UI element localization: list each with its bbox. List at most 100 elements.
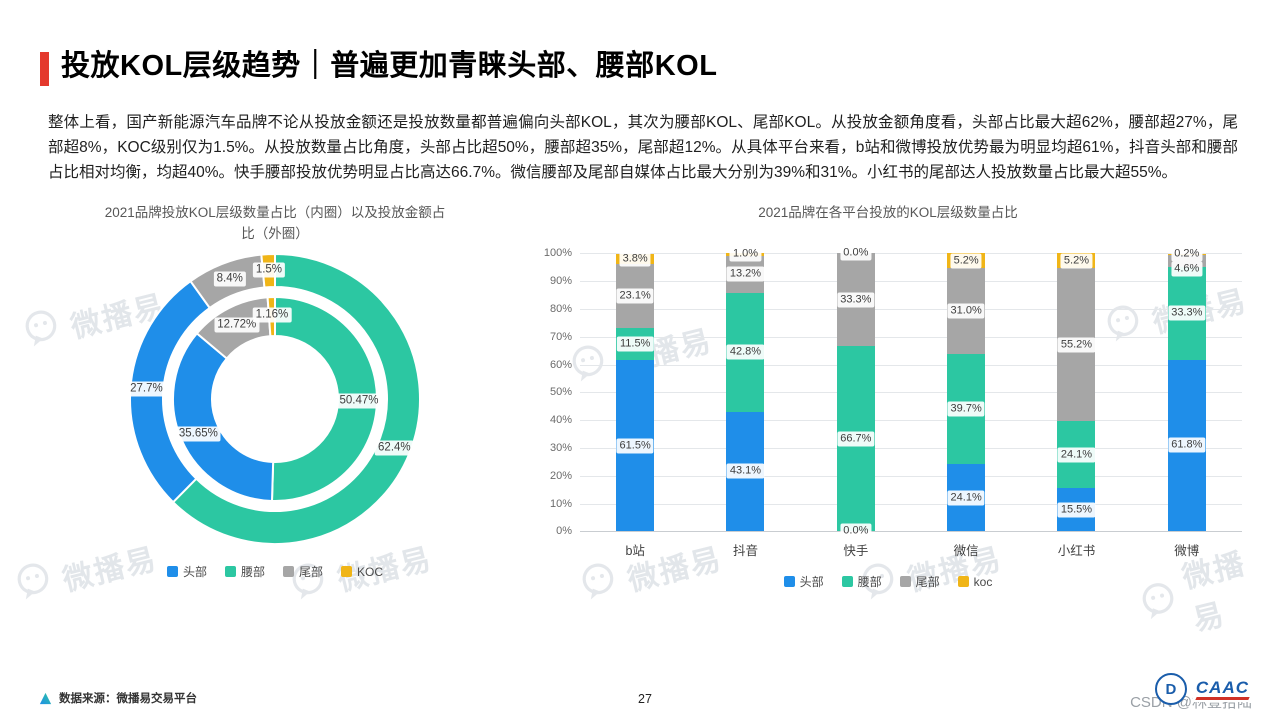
y-tick-label: 20%	[549, 469, 572, 482]
legend-label: 尾部	[299, 565, 324, 580]
data-source: 数据来源：微播易交易平台	[38, 690, 197, 706]
gridline	[580, 281, 1242, 283]
value-label: 1.16%	[252, 307, 292, 323]
value-label: 3.8%	[619, 251, 651, 267]
legend-swatch	[224, 566, 236, 578]
bar-column: 0.2% 4.6% 33.3% 61.8%	[1132, 246, 1242, 532]
gridline	[580, 531, 1242, 533]
y-tick-label: 40%	[549, 414, 572, 427]
y-tick-label: 60%	[549, 358, 572, 371]
bar-column: 5.2% 31.0% 39.7% 24.1%	[911, 253, 1021, 532]
gridline	[580, 447, 1242, 449]
value-label: 27.7%	[127, 381, 166, 397]
value-label: 0.2%	[1171, 246, 1203, 262]
x-axis-label: 微博	[1174, 544, 1200, 559]
value-label: 1.5%	[252, 262, 286, 278]
legend-item: 尾部	[899, 573, 940, 590]
bar-chart: 2021品牌在各平台投放的KOL层级数量占比 0% 10% 20% 30% 40% 50%…	[534, 203, 1242, 590]
donut-segment	[171, 253, 421, 546]
gridline	[580, 336, 1242, 338]
value-label: 33.3%	[1168, 305, 1206, 321]
legend-swatch	[341, 566, 353, 578]
charts-section: 2021品牌投放KOL层级数量占比（内圈）以及投放金额占比（外圈） 62.4% 2…	[40, 203, 1242, 590]
bar-chart-title-text: 2021品牌在各平台投放的KOL层级数量占比	[758, 205, 1018, 221]
legend-label: 腰部	[857, 575, 882, 590]
bar-column: 5.2% 55.2% 24.1% 15.5%	[1021, 253, 1131, 532]
value-label: 35.65%	[175, 426, 221, 442]
y-tick-label: 70%	[549, 330, 572, 343]
legend-swatch	[899, 576, 911, 588]
legend-label: 头部	[799, 575, 824, 590]
stacked-bar	[726, 253, 765, 532]
donut-chart-title-text: 2021品牌投放KOL层级数量占比（内圈）以及投放金额占比（外圈）	[104, 205, 446, 241]
donut-legend: 头部 腰部 尾部 KOC	[40, 563, 510, 580]
summary-paragraph: 整体上看，国产新能源汽车品牌不论从投放金额还是投放数量都普遍偏向头部KOL，其次…	[48, 114, 1238, 182]
value-label: 66.7%	[837, 431, 875, 447]
legend-item: 腰部	[224, 563, 265, 580]
gridline	[580, 475, 1242, 477]
y-axis: 0% 10% 20% 30% 40% 50% 60% 70% 80% 90% 100%	[534, 247, 580, 537]
x-axis-labels: b站 抖音 快手 微信 小红书 微博	[580, 540, 1242, 559]
value-label: 0.0%	[840, 245, 872, 261]
y-tick-label: 10%	[549, 497, 572, 510]
value-label: 55.2%	[1057, 337, 1096, 352]
bars-row: 3.8% 23.1% 11.5% 61.5% 1.0% 13.2% 42.8% 43.1% 0.…	[580, 245, 1242, 539]
caac-logo: CAAC	[1192, 676, 1252, 702]
x-axis-label: 快手	[843, 544, 869, 559]
legend-label: 头部	[182, 565, 207, 580]
legend-item: 头部	[166, 563, 207, 580]
value-label: 12.72%	[214, 317, 260, 333]
page-number: 27	[638, 692, 652, 706]
legend-item: 腰部	[841, 573, 882, 590]
legend-item: koc	[957, 574, 993, 589]
y-tick-label: 50%	[549, 386, 572, 399]
gridline	[580, 253, 1242, 255]
value-label: 31.0%	[947, 303, 985, 319]
value-label: 0.0%	[840, 523, 872, 539]
value-label: 4.6%	[1171, 261, 1203, 277]
y-tick-label: 80%	[549, 302, 572, 315]
legend-label: 尾部	[915, 575, 940, 590]
value-label: 50.47%	[336, 393, 382, 409]
y-tick-label: 100%	[543, 247, 572, 260]
donut-segment	[172, 332, 275, 503]
gridline	[580, 308, 1242, 310]
footer: 数据来源：微播易交易平台 27 CSDN @林壹拾陆 D CAAC	[38, 673, 1252, 712]
gridline	[580, 503, 1242, 505]
legend-swatch	[283, 566, 294, 578]
x-axis-label: 抖音	[732, 544, 758, 559]
bar-column: 0.0% 33.3% 66.7% 0.0%	[801, 245, 911, 539]
value-label: 5.2%	[1060, 253, 1093, 269]
legend-label: 腰部	[240, 565, 265, 580]
bar-plot-area: 0% 10% 20% 30% 40% 50% 60% 70% 80% 90% 100% 3.8% 23…	[534, 245, 1242, 539]
y-tick-label: 90%	[549, 275, 572, 288]
legend-swatch	[783, 576, 795, 588]
header: 投放KOL层级趋势｜普遍更加青睐头部、腰部KOL	[40, 48, 1240, 86]
weiboyi-triangle-logo-icon	[39, 692, 52, 704]
legend-swatch	[957, 576, 969, 588]
value-label: 42.8%	[726, 344, 765, 360]
page-title: 投放KOL层级趋势｜普遍更加青睐头部、腰部KOL	[61, 50, 718, 82]
legend-label: koc	[973, 574, 993, 589]
x-axis-label: 微信	[953, 544, 979, 559]
bar-chart-title: 2021品牌在各平台投放的KOL层级数量占比	[534, 203, 1242, 247]
value-label: 24.1%	[1057, 447, 1096, 463]
x-axis-label: 小红书	[1057, 544, 1096, 559]
y-tick-label: 30%	[549, 441, 572, 454]
value-label: 5.2%	[950, 253, 982, 269]
value-label: 61.8%	[1168, 437, 1206, 453]
title-accent-bar	[40, 52, 49, 86]
value-label: 11.5%	[616, 336, 654, 352]
credit-watermark: CSDN @林壹拾陆 D CAAC	[1052, 673, 1252, 712]
d-seal-logo: D	[1154, 673, 1187, 705]
credit-logos: D CAAC	[1154, 673, 1252, 705]
legend-label: KOC	[357, 564, 384, 579]
value-label: 61.5%	[616, 438, 654, 454]
bar-plot: 3.8% 23.1% 11.5% 61.5% 1.0% 13.2% 42.8% 43.1% 0.…	[580, 245, 1242, 539]
gridline	[580, 364, 1242, 366]
donut-segment	[270, 296, 378, 503]
value-label: 23.1%	[616, 288, 654, 304]
value-label: 43.1%	[726, 463, 765, 479]
donut-chart-title: 2021品牌投放KOL层级数量占比（内圈）以及投放金额占比（外圈）	[40, 203, 510, 247]
